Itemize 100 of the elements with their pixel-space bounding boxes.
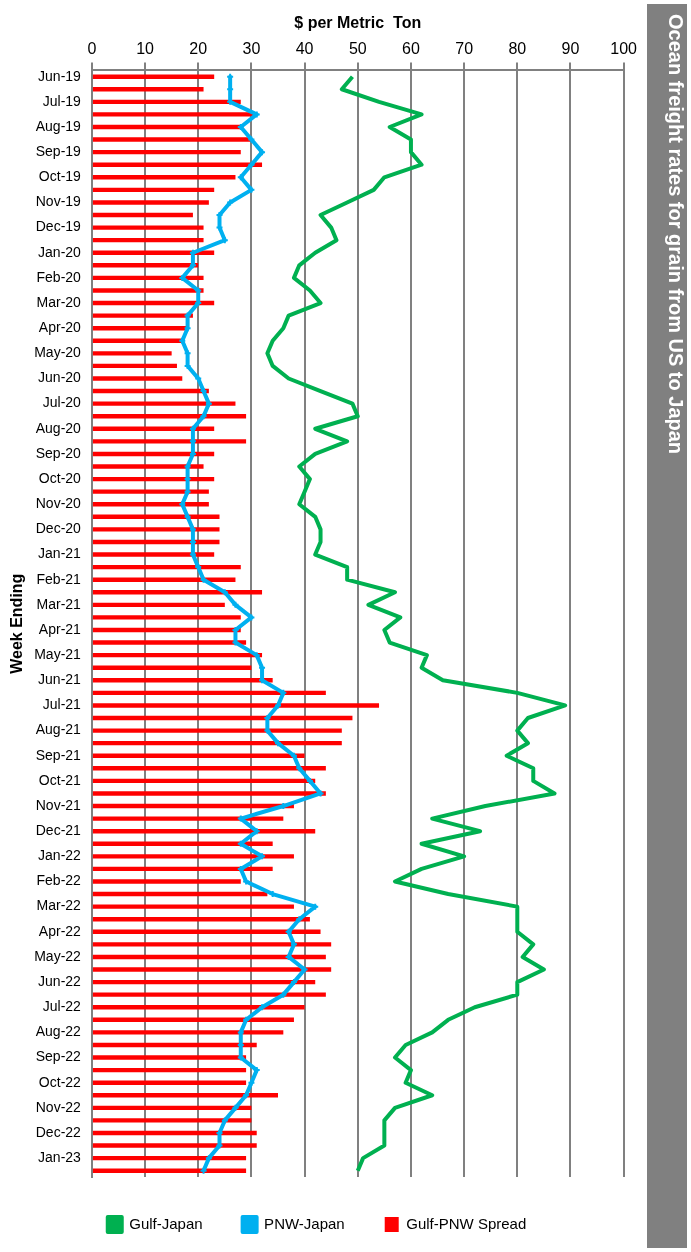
x-tick-label: 50 [348,40,367,58]
y-tick-label: Jan-21 [38,545,82,562]
x-tick-label: 80 [508,40,527,58]
y-tick-label: Apr-20 [38,319,82,336]
y-tick-label: Jun-20 [38,369,82,386]
text: Ocean freight rates for grain from US to Japan [647,4,687,1248]
bar [92,237,204,243]
bar [92,992,326,997]
bar [92,967,332,972]
y-tick-label: Sep-21 [35,746,82,763]
y-tick-label: Nov-20 [35,495,82,512]
y-tick-label: Sep-22 [35,1048,82,1065]
y-tick-label: Aug-20 [35,419,82,436]
bar [92,351,172,356]
x-tick-label: 40 [295,40,314,58]
bar [92,376,183,381]
y-tick-label: Apr-21 [38,620,82,637]
y-tick-label: Jul-19 [42,92,82,109]
y-tick-label: May-21 [34,646,82,662]
y-tick-label: Nov-21 [35,796,82,813]
y-tick-label: Dec-20 [35,520,82,537]
bar [92,149,241,155]
legend-label: Gulf-PNW Spread [406,1214,527,1232]
bar [92,1055,247,1060]
bar [92,313,193,318]
y-tick-label: May-20 [34,344,82,361]
bar [92,791,326,796]
bar [92,1143,257,1148]
y-tick-label: Jul-22 [42,998,82,1015]
x-tick-label: 30 [242,40,261,58]
bar [92,137,252,142]
y-tick-label: May-22 [34,947,82,964]
y-tick-label: Dec-19 [35,218,82,235]
y-tick-label: Mar-20 [36,293,82,310]
bar [92,212,193,218]
y-tick-label: Jun-22 [38,972,82,989]
bar [92,363,177,369]
bar [92,577,236,582]
bar [92,200,209,205]
x-tick-label: 60 [402,40,420,58]
bar [92,728,342,733]
y-tick-label: Jan-20 [38,243,82,260]
y-tick-label: Dec-22 [35,1123,82,1140]
y-tick-label: Mar-21 [36,595,82,612]
y-tick-label: Dec-21 [35,822,82,839]
bar [92,225,204,230]
bar [92,288,204,293]
y-tick-label: Nov-22 [35,1098,82,1115]
bar [92,489,209,494]
bar [92,703,380,708]
bar [92,615,241,620]
x-tick-label: 20 [189,40,208,58]
x-tick-label: 0 [87,40,97,58]
x-axis-title: $ per Metric Ton [294,14,422,32]
bar [92,187,215,193]
bar [92,766,326,771]
y-tick-label: Jan-22 [38,847,82,864]
y-tick-label: Nov-19 [35,193,82,210]
y-tick-label: Oct-19 [38,168,82,185]
x-tick-label: 100 [610,40,638,58]
y-tick-label: Jul-21 [42,696,82,713]
y-tick-label: Oct-21 [38,771,82,788]
x-tick-label: 90 [561,40,580,58]
bar [92,527,220,532]
y-tick-label: Apr-22 [38,922,82,939]
y-tick-label: Sep-20 [35,444,82,461]
bar [92,1118,252,1123]
x-tick-label: 70 [455,40,474,58]
bar [92,464,204,469]
bar [92,74,215,79]
y-tick-label: Jun-19 [38,67,82,84]
bar [92,401,236,406]
bar [92,879,241,884]
bar [92,439,247,444]
bar [92,904,294,909]
bar [92,263,199,268]
y-tick-label: Jul-20 [42,394,82,411]
y-tick-label: Feb-20 [36,268,82,285]
bar [92,175,236,180]
bar [92,1067,247,1073]
bar [92,640,247,645]
bar [92,1030,284,1035]
bar [92,816,284,821]
bar [92,552,215,557]
y-tick-label: Oct-20 [38,469,82,486]
legend-label: PNW-Japan [264,1214,345,1232]
x-tick-label: 10 [136,40,155,58]
y-tick-label: Jun-21 [38,671,82,688]
y-tick-label: Aug-21 [35,721,82,738]
bar [92,665,252,670]
bar [92,1080,247,1085]
y-tick-label: Jan-23 [38,1149,82,1165]
y-tick-label: Aug-19 [35,117,82,134]
y-axis-title: Week Ending [8,573,26,674]
y-tick-label: Feb-21 [36,570,82,587]
bar [92,602,225,608]
bar [92,854,294,859]
bar [92,942,332,947]
y-tick-label: Aug-22 [35,1023,82,1040]
bar [92,87,204,92]
